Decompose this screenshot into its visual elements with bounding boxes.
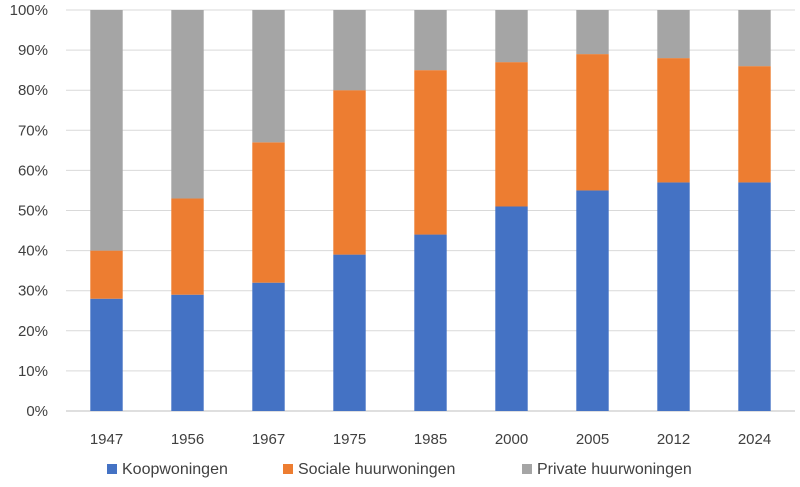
x-tick-label: 2005 xyxy=(576,431,609,448)
bars xyxy=(90,10,771,411)
bar-segment-sociale-huurwoningen-1967 xyxy=(252,142,285,283)
x-tick-label: 1975 xyxy=(333,431,366,448)
legend-swatch xyxy=(107,464,117,474)
bar-segment-sociale-huurwoningen-1956 xyxy=(171,198,204,295)
y-tick-label: 40% xyxy=(18,243,48,260)
x-tick-label: 2012 xyxy=(657,431,690,448)
y-tick-label: 90% xyxy=(18,42,48,59)
legend-swatch xyxy=(522,464,532,474)
legend-label: Private huurwoningen xyxy=(537,461,692,478)
bar-segment-private-huurwoningen-1947 xyxy=(90,10,123,251)
bar-segment-koopwoningen-1967 xyxy=(252,282,285,411)
bar-segment-sociale-huurwoningen-2005 xyxy=(576,54,609,191)
y-tick-label: 10% xyxy=(18,363,48,380)
bar-segment-sociale-huurwoningen-1985 xyxy=(414,70,447,235)
y-tick-label: 30% xyxy=(18,283,48,300)
bar-segment-private-huurwoningen-2012 xyxy=(657,10,690,59)
legend-label: Sociale huurwoningen xyxy=(298,461,455,478)
y-tick-label: 50% xyxy=(18,203,48,220)
y-tick-label: 0% xyxy=(26,403,48,420)
legend-swatch xyxy=(283,464,293,474)
x-tick-label: 1956 xyxy=(171,431,204,448)
y-tick-label: 80% xyxy=(18,82,48,99)
legend-item-private-huurwoningen: Private huurwoningen xyxy=(522,461,692,478)
bar-segment-sociale-huurwoningen-2000 xyxy=(495,62,528,207)
bar-segment-private-huurwoningen-1967 xyxy=(252,10,285,143)
bar-segment-koopwoningen-1985 xyxy=(414,234,447,411)
bar-segment-private-huurwoningen-1975 xyxy=(333,10,366,91)
y-axis-ticks: 0% 10% 20% 30% 40% 50% 60% 70% 80% 90% 100% xyxy=(10,2,48,420)
bar-segment-private-huurwoningen-2005 xyxy=(576,10,609,55)
y-tick-label: 70% xyxy=(18,122,48,139)
bar-segment-koopwoningen-2024 xyxy=(738,182,771,411)
x-axis-ticks: 1947 1956 1967 1975 1985 2000 2005 2012 2024 xyxy=(90,431,771,448)
x-tick-label: 1947 xyxy=(90,431,123,448)
legend-item-sociale-huurwoningen: Sociale huurwoningen xyxy=(283,461,455,478)
bar-segment-private-huurwoningen-2000 xyxy=(495,10,528,63)
bar-segment-sociale-huurwoningen-1975 xyxy=(333,90,366,255)
bar-segment-koopwoningen-1947 xyxy=(90,298,123,411)
y-tick-label: 100% xyxy=(10,2,48,19)
legend: Koopwoningen Sociale huurwoningen Private … xyxy=(107,461,692,478)
bar-segment-private-huurwoningen-1956 xyxy=(171,10,204,199)
x-tick-label: 1967 xyxy=(252,431,285,448)
y-tick-label: 20% xyxy=(18,323,48,340)
bar-segment-sociale-huurwoningen-2012 xyxy=(657,58,690,183)
legend-item-koopwoningen: Koopwoningen xyxy=(107,461,228,478)
legend-label: Koopwoningen xyxy=(122,461,228,478)
x-tick-label: 2024 xyxy=(738,431,771,448)
bar-segment-private-huurwoningen-2024 xyxy=(738,10,771,67)
x-tick-label: 2000 xyxy=(495,431,528,448)
bar-segment-koopwoningen-1975 xyxy=(333,254,366,411)
bar-segment-koopwoningen-2012 xyxy=(657,182,690,411)
bar-segment-koopwoningen-2005 xyxy=(576,190,609,411)
x-tick-label: 1985 xyxy=(414,431,447,448)
bar-segment-private-huurwoningen-1985 xyxy=(414,10,447,71)
y-tick-label: 60% xyxy=(18,162,48,179)
bar-segment-koopwoningen-2000 xyxy=(495,206,528,411)
bar-segment-koopwoningen-1956 xyxy=(171,294,204,411)
bar-segment-sociale-huurwoningen-1947 xyxy=(90,250,123,299)
bar-segment-sociale-huurwoningen-2024 xyxy=(738,66,771,183)
